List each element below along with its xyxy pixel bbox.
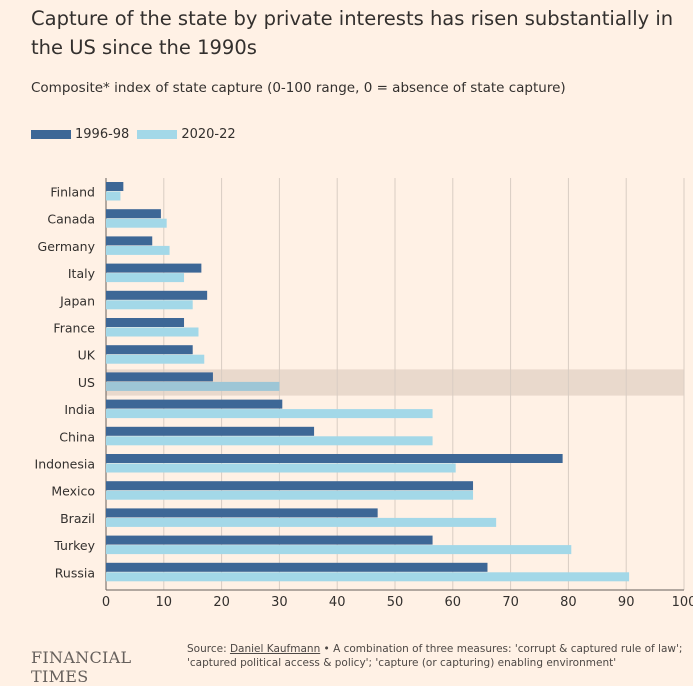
x-tick-label-60: 60 [445,595,462,610]
category-label-canada: Canada [47,212,95,227]
bar-france-1996-98 [106,318,185,327]
bar-turkey-1996-98 [106,535,433,545]
footer: FINANCIAL TIMES Source: Daniel Kaufmann … [31,642,691,686]
bar-turkey-2020-22 [106,545,572,555]
category-label-italy: Italy [68,266,96,281]
bar-canada-2020-22 [106,218,167,228]
category-label-china: China [59,429,95,444]
legend-swatch-1996-98 [31,130,71,139]
category-label-uk: UK [78,348,96,363]
x-tick-label-30: 30 [271,595,288,610]
category-label-russia: Russia [55,565,95,580]
category-label-japan: Japan [59,293,95,308]
category-label-us: US [78,375,95,390]
bar-finland-1996-98 [106,182,124,191]
category-label-germany: Germany [38,239,96,254]
x-tick-label-40: 40 [329,595,346,610]
x-tick-label-70: 70 [502,595,519,610]
chart-subtitle: Composite* index of state capture (0-100… [31,80,566,96]
bar-china-1996-98 [106,426,315,436]
bar-us-1996-98 [106,372,213,382]
category-label-finland: Finland [50,185,95,200]
source-note: Source: Daniel Kaufmann • A combination … [187,642,691,670]
x-tick-label-50: 50 [387,595,404,610]
legend-item-2020-22: 2020-22 [137,127,236,142]
category-label-turkey: Turkey [53,538,95,553]
legend-label-1996-98: 1996-98 [75,127,130,142]
bar-mexico-1996-98 [106,481,474,491]
bar-uk-2020-22 [106,354,205,364]
category-label-mexico: Mexico [51,484,95,499]
chart-title: Capture of the state by private interest… [31,7,674,59]
source-prefix: Source: [187,643,230,655]
bar-uk-1996-98 [106,345,193,355]
bar-indonesia-1996-98 [106,454,563,463]
bar-italy-1996-98 [106,263,202,273]
category-label-indonesia: Indonesia [35,457,95,472]
bar-russia-2020-22 [106,572,630,582]
bar-canada-1996-98 [106,209,161,219]
x-tick-label-20: 20 [213,595,230,610]
ft-logo: FINANCIAL TIMES [31,648,132,686]
bar-france-2020-22 [106,327,199,337]
bar-italy-2020-22 [106,273,185,283]
x-tick-label-90: 90 [618,595,635,610]
category-label-india: India [64,402,95,417]
category-label-france: France [53,321,95,336]
bar-brazil-2020-22 [106,517,497,527]
bar-japan-1996-98 [106,290,208,300]
legend-label-2020-22: 2020-22 [181,127,236,142]
legend-item-1996-98: 1996-98 [31,127,129,142]
bar-germany-2020-22 [106,245,170,255]
bar-china-2020-22 [106,436,433,446]
x-tick-label-80: 80 [560,595,577,610]
bar-indonesia-2020-22 [106,463,456,473]
x-tick-label-100: 100 [672,595,693,610]
bar-india-2020-22 [106,409,433,419]
source-link[interactable]: Daniel Kaufmann [229,643,321,655]
bar-us-2020-22 [106,381,280,391]
bar-brazil-1996-98 [106,508,378,518]
source-description: • A combination of three measures: 'corr… [187,643,683,669]
bar-chart: 0 10 20 30 40 50 60 70 80 90 100 Finland Canada Germa… [35,178,693,610]
x-tick-label-0: 0 [102,595,110,610]
x-tick-label-10: 10 [156,595,173,610]
bar-russia-1996-98 [106,562,488,572]
bar-india-1996-98 [106,399,283,409]
category-label-brazil: Brazil [60,511,95,526]
bar-mexico-2020-22 [106,490,474,500]
bar-germany-1996-98 [106,236,153,246]
legend-swatch-2020-22 [137,130,178,139]
bar-japan-2020-22 [106,300,193,310]
legend: 1996-98 2020-22 [31,127,244,142]
bar-finland-2020-22 [106,191,121,201]
